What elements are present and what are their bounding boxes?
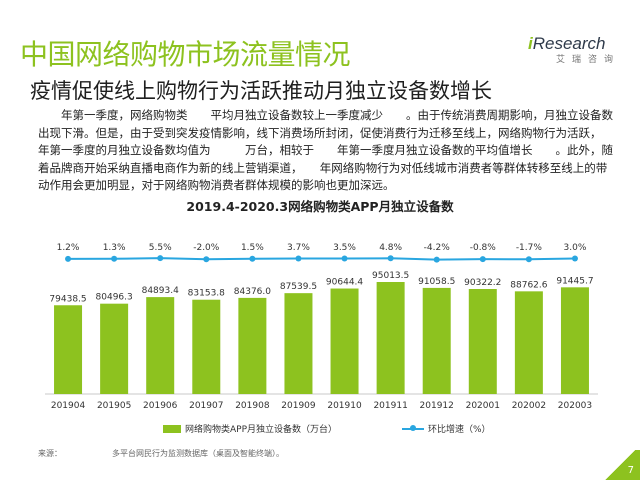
growth-value-label: 4.8%	[379, 243, 402, 253]
bar-value-label: 84893.4	[142, 286, 179, 296]
growth-point	[249, 255, 256, 262]
bar-value-label: 91445.7	[556, 276, 593, 286]
bar-value-label: 79438.5	[49, 294, 86, 304]
growth-value-label: 1.2%	[57, 243, 80, 253]
growth-value-label: -4.2%	[424, 243, 451, 253]
x-tick-label: 201905	[97, 401, 131, 411]
x-tick-label: 202001	[466, 401, 500, 411]
growth-value-label: -0.8%	[470, 243, 497, 253]
page-number: 7	[627, 465, 634, 476]
bar-value-label: 90322.2	[464, 278, 501, 288]
bar-value-label: 88762.6	[510, 280, 547, 290]
bar-value-label: 80496.3	[96, 293, 133, 303]
bar-value-label: 91058.5	[418, 277, 455, 287]
bar	[514, 291, 543, 394]
bar	[238, 297, 267, 394]
bar	[330, 288, 359, 394]
bar	[54, 305, 83, 394]
body-paragraph: 年第一季度，网络购物类 平均月独立设备数较上一季度减少 。由于传统消费周期影响，…	[38, 108, 619, 192]
chart-title: 2019.4-2020.3网络购物类APP月独立设备数	[186, 199, 454, 214]
iresearch-logo: iResearch 艾瑞咨询	[528, 34, 621, 65]
legend-bar: 网络购物类APP月独立设备数（万台）	[163, 422, 337, 435]
growth-value-label: -1.7%	[516, 243, 543, 253]
x-tick-label: 201906	[143, 401, 178, 411]
bar-value-label: 95013.5	[372, 271, 409, 281]
growth-line	[68, 257, 575, 261]
growth-point	[341, 255, 348, 262]
corner-decoration	[600, 450, 640, 480]
growth-point	[387, 255, 394, 262]
growth-point	[157, 255, 164, 262]
bar	[468, 289, 497, 394]
x-tick-label: 201909	[281, 401, 316, 411]
bar	[100, 303, 129, 394]
page-title: 中国网络购物市场流量情况	[20, 38, 351, 71]
x-tick-label: 201908	[235, 401, 270, 411]
growth-point	[525, 256, 532, 263]
growth-point	[571, 255, 578, 262]
growth-value-label: -2.0%	[193, 243, 220, 253]
bar	[146, 297, 175, 394]
growth-value-label: 5.5%	[149, 243, 172, 253]
bar	[422, 287, 451, 394]
bar	[560, 287, 589, 394]
x-tick-label: 202002	[512, 401, 546, 411]
growth-point	[295, 255, 302, 262]
x-tick-label: 201907	[189, 401, 223, 411]
growth-point	[65, 255, 72, 262]
legend-line-swatch	[402, 425, 424, 431]
legend-bar-swatch	[163, 424, 181, 433]
bar	[284, 293, 313, 394]
legend-line: 环比增速（%）	[402, 422, 491, 435]
growth-point	[479, 256, 486, 263]
growth-point	[433, 256, 440, 263]
growth-value-label: 3.7%	[287, 243, 310, 253]
x-tick-label: 201911	[373, 401, 407, 411]
bar-value-label: 87539.5	[280, 282, 317, 292]
x-tick-label: 202003	[558, 401, 592, 411]
growth-value-label: 3.0%	[564, 243, 587, 253]
legend-line-label: 环比增速（%）	[428, 425, 491, 435]
bar	[192, 299, 221, 394]
legend-bar-label: 网络购物类APP月独立设备数（万台）	[185, 425, 338, 435]
growth-value-label: 3.5%	[333, 243, 356, 253]
growth-point	[111, 255, 118, 262]
bar-value-label: 83153.8	[188, 289, 225, 299]
x-tick-label: 201912	[420, 401, 454, 411]
source-note: 来源： 多平台网民行为监测数据库（桌面及智能终端）。	[38, 449, 284, 458]
x-tick-label: 201910	[327, 401, 362, 411]
page-subtitle: 疫情促使线上购物行为活跃推动月独立设备数增长	[30, 79, 492, 103]
growth-value-label: 1.3%	[103, 243, 126, 253]
bar-value-label: 90644.4	[326, 278, 363, 288]
bar-value-label: 84376.0	[234, 287, 271, 297]
growth-point	[203, 256, 210, 263]
growth-value-label: 1.5%	[241, 243, 264, 253]
x-tick-label: 201904	[51, 401, 86, 411]
bar	[376, 282, 405, 394]
